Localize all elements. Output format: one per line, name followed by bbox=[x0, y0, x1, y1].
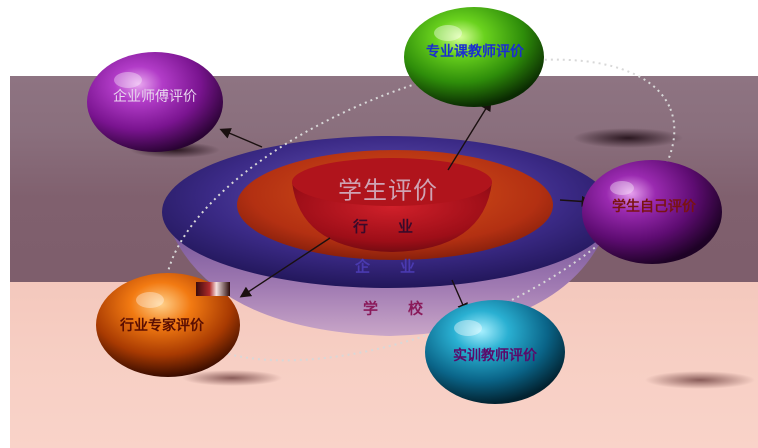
sphere-highlight bbox=[434, 25, 462, 41]
three-layer-bowl bbox=[162, 136, 614, 336]
sphere-xuesheng-ziji bbox=[582, 160, 722, 264]
image-artifact bbox=[196, 282, 230, 296]
arrow-to-zhuanye-ke bbox=[447, 99, 492, 171]
sphere-shadow bbox=[573, 128, 683, 148]
sphere-label-xuesheng-ziji: 学生自己评价 bbox=[612, 199, 696, 215]
layer-label-xuexiao: 学校 bbox=[362, 299, 454, 318]
sphere-label-hangye-zhuanjia: 行业专家评价 bbox=[120, 318, 204, 334]
sphere-label-shixun-jiaoshi: 实训教师评价 bbox=[453, 348, 537, 364]
bowl-inner-top bbox=[292, 158, 492, 206]
layer-label-qiye: 企业 bbox=[354, 257, 446, 276]
sphere-shadow bbox=[645, 371, 755, 389]
sphere-highlight bbox=[454, 320, 482, 336]
sphere-shixun-jiaoshi bbox=[425, 300, 565, 404]
sphere-highlight bbox=[136, 292, 164, 308]
sphere-label-qiye-shifu: 企业师傅评价 bbox=[113, 89, 197, 105]
sphere-shadow bbox=[182, 370, 282, 386]
orbit-path bbox=[164, 58, 676, 362]
sphere-qiye-shifu bbox=[87, 52, 223, 152]
sphere-highlight bbox=[610, 181, 634, 195]
sphere-zhuanye-ke bbox=[404, 7, 544, 107]
arrow-to-hangye-zhuanjia bbox=[239, 237, 331, 298]
center-title: 学生评价 bbox=[338, 176, 438, 205]
layer-label-hangye: 行业 bbox=[352, 217, 444, 236]
sphere-hangye-zhuanjia bbox=[96, 273, 240, 377]
sphere-label-zhuanye-ke: 专业课教师评价 bbox=[426, 44, 524, 60]
arrow-to-qiye-shifu bbox=[219, 128, 263, 148]
sphere-highlight bbox=[114, 72, 142, 88]
